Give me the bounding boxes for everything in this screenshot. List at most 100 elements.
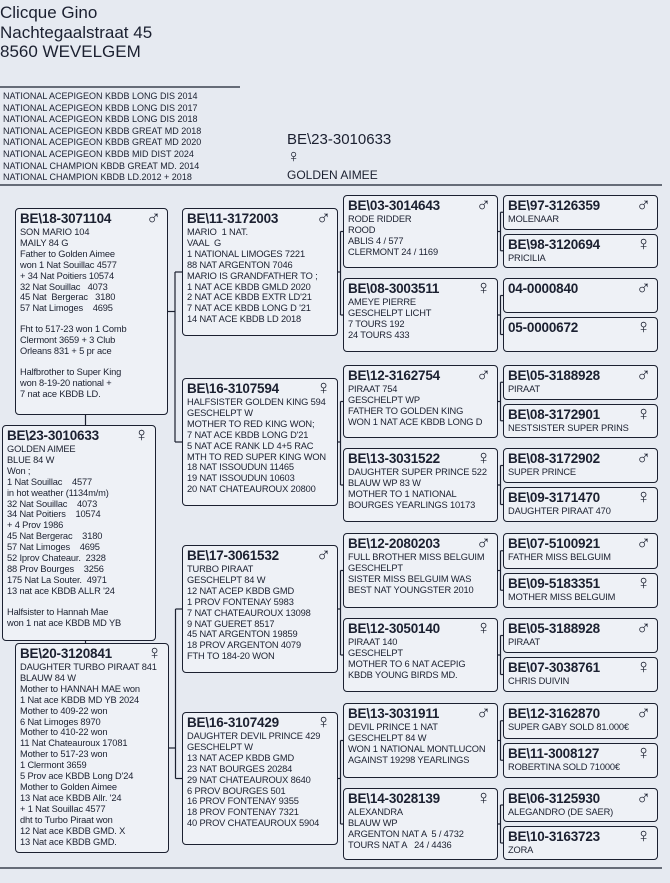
sex-symbol: ♀ <box>636 742 651 764</box>
sex-symbol: ♂ <box>636 533 651 554</box>
info-line: 7 NAT ACE KBDB LONG D'21 <box>187 429 309 440</box>
info-line: 40 PROV CHATEAUROUX 5904 <box>187 818 320 829</box>
pedigree-box: BE\11-3008127 ♀ ROBERTINA SOLD 71000€ <box>503 742 658 778</box>
info-line: NESTSISTER SUPER PRINS <box>508 422 629 433</box>
info-line: 18 PROV ARGENTON 4079 <box>187 640 301 651</box>
ring-number: BE\20-3120841 <box>20 646 112 661</box>
ring-number: BE\11-3008127 <box>508 745 600 761</box>
info-line: Clermont 3659 + 3 Club <box>20 335 116 346</box>
info-line: Orleans 831 + 5 pr ace <box>20 346 112 357</box>
info-line: ZORA <box>508 845 534 855</box>
info-line: 12 Nat ace KBDB GMD. X <box>20 825 126 836</box>
info-line: ARGENTON NAT A 5 / 4732 <box>348 828 464 839</box>
ring-number: BE\10-3163723 <box>508 829 600 844</box>
info-line: Mother to HANNAH MAE won <box>20 683 140 694</box>
title-line: NATIONAL ACEPIGEON KBDB LONG DIS 2017 <box>3 102 198 113</box>
ring-number: BE\17-3061532 <box>187 548 279 563</box>
info-line: SUPER GABY SOLD 81.000€ <box>508 722 629 732</box>
info-line: 88 Prov Bourges 3256 <box>7 563 104 574</box>
sex-symbol: ♂ <box>636 448 651 469</box>
info-line: PRICILIA <box>508 252 546 263</box>
info-line: MARIO 1 NAT. <box>187 227 248 237</box>
title-line: NATIONAL ACEPIGEON KBDB GREAT MD 2018 <box>3 125 202 136</box>
info-line: GESCHELPT W <box>187 407 253 418</box>
ring-number: BE\16-3107429 <box>187 715 279 730</box>
info-line: BLUE 84 W <box>7 454 55 465</box>
title-line: NATIONAL CHAMPION KBDB LD.2012 + 2018 <box>3 172 192 183</box>
title-line: NATIONAL ACEPIGEON KBDB LONG DIS 2018 <box>3 114 198 125</box>
pedigree-box: BE\03-3014643 ♂ RODE RIDDER ROOD ABLIS 4 / 5… <box>343 195 498 268</box>
sex-symbol: ♀ <box>636 317 651 338</box>
info-line: FATHER MISS BELGUIM <box>508 552 611 562</box>
pedigree-box: BE\05-3188928 ♂ PIRAAT <box>503 618 658 653</box>
info-line: DAUGHTER DEVIL PRINCE 429 <box>187 731 321 741</box>
info-line: FULL BROTHER MISS BELGUIM <box>348 552 485 562</box>
info-line: SISTER MISS BELGUIM WAS <box>348 573 472 584</box>
info-line: TURBO PIRAAT <box>187 564 254 574</box>
info-line: BOURGES YEARLINGS 10173 <box>348 499 476 510</box>
info-line: BLAUW 84 W <box>20 672 76 683</box>
owner-street: Nachtegaalstraat 45 <box>0 23 153 42</box>
pedigree-box: BE\23-3010633 ♀ GOLDEN AIMEE BLUE 84 W Won ;… <box>2 425 156 641</box>
sex-symbol: ♀ <box>636 572 651 594</box>
info-line: ABLIS 4 / 577 <box>348 235 404 246</box>
title-line: NATIONAL ACEPIGEON KBDB GREAT MD 2020 <box>3 137 202 148</box>
sex-symbol: ♂ <box>636 278 651 299</box>
info-line: GOLDEN AIMEE <box>7 444 76 454</box>
sex-symbol: ♂ <box>316 545 331 566</box>
info-line: WON 1 NAT ACE KBDB LONG D <box>348 416 483 427</box>
info-line: 57 Nat Limoges 4695 <box>20 303 113 314</box>
info-line: CLERMONT 24 / 1169 <box>348 246 438 257</box>
sex-symbol: ♀ <box>636 657 651 678</box>
ring-number: BE\09-5183351 <box>508 575 600 591</box>
ring-number: BE\13-3031522 <box>348 451 440 466</box>
info-line: AMEYE PIERRE <box>348 297 416 307</box>
ring-number: BE\14-3028139 <box>348 791 440 806</box>
owner-city: 8560 WEVELGEM <box>0 42 141 61</box>
ring-number: BE\16-3107594 <box>187 381 279 396</box>
sex-symbol: ♂ <box>636 618 651 639</box>
pedigree-box: BE\08-3003511 ♀ AMEYE PIERRE GESCHELPT LICH… <box>343 278 498 352</box>
info-line: 5 Prov ace KBDB Long D'24 <box>20 771 134 782</box>
info-line: 32 Nat Souillac 4073 <box>20 281 108 292</box>
info-line: 20 NAT CHATEAUROUX 20800 <box>187 484 316 495</box>
info-line: BEST NAT YOUNGSTER 2010 <box>348 584 474 595</box>
pedigree-box: BE\13-3031522 ♀ DAUGHTER SUPER PRINCE 522 B… <box>343 448 498 522</box>
info-line: 24 TOURS 433 <box>348 329 410 340</box>
pedigree-box: BE\09-3171470 ♀ DAUGHTER PIRAAT 470 <box>503 487 658 522</box>
pedigree-box: BE\09-5183351 ♀ MOTHER MISS BELGUIM <box>503 572 658 608</box>
info-line: Won ; <box>7 465 31 476</box>
pedigree-box: BE\10-3163723 ♀ ZORA <box>503 826 658 860</box>
ring-number: BE\23-3010633 <box>7 428 99 443</box>
ring-number: BE\98-3120694 <box>508 236 600 252</box>
info-line: ROBERTINA SOLD 71000€ <box>508 761 620 772</box>
info-line: + 34 Nat Poitiers 10574 <box>20 270 114 281</box>
sex-symbol: ♀ <box>476 278 491 299</box>
info-line: MARIO IS GRANDFATHER TO ; <box>187 270 318 281</box>
sex-symbol: ♂ <box>636 788 651 809</box>
info-line: 88 NAT ARGENTON 7046 <box>187 259 293 270</box>
pedigree-box: BE\17-3061532 ♂ TURBO PIRAAT GESCHELPT 84 W… <box>182 545 338 673</box>
info-line: 19 NAT ISSOUDUN 10603 <box>187 473 295 484</box>
info-line: 29 NAT CHATEAUROUX 8640 <box>187 774 311 785</box>
info-line: Halfsister to Hannah Mae <box>7 606 109 617</box>
info-line: VAAL G <box>187 237 222 248</box>
info-line: 57 Nat Limoges 4695 <box>7 542 100 553</box>
info-line: 12 NAT ACEP KBDB GMD <box>187 585 295 596</box>
info-line: 9 NAT GUERET 8517 <box>187 618 275 629</box>
info-line: 7 NAT ACE KBDB LONG D '21 <box>187 303 311 314</box>
title-line: NATIONAL ACEPIGEON KBDB MID DIST 2024 <box>3 149 194 159</box>
info-line: GESCHELPT 84 W <box>348 732 427 743</box>
sex-symbol: ♂ <box>636 365 651 386</box>
info-line: GESCHELPT <box>348 562 403 573</box>
pedigree-box: BE\12-3162870 ♂ SUPER GABY SOLD 81.000€ <box>503 703 658 739</box>
pedigree-box: BE\05-3188928 ♂ PIRAAT <box>503 365 658 400</box>
sex-symbol: ♀ <box>147 643 162 664</box>
info-line: 1 Nat ace KBDB MD YB 2024 <box>20 694 140 705</box>
ring-number: 05-0000672 <box>508 320 579 335</box>
info-line: Halfbrother to Super King <box>20 366 122 377</box>
sex-symbol: ♀ <box>316 712 331 733</box>
info-line: ALEXANDRA <box>348 807 403 817</box>
